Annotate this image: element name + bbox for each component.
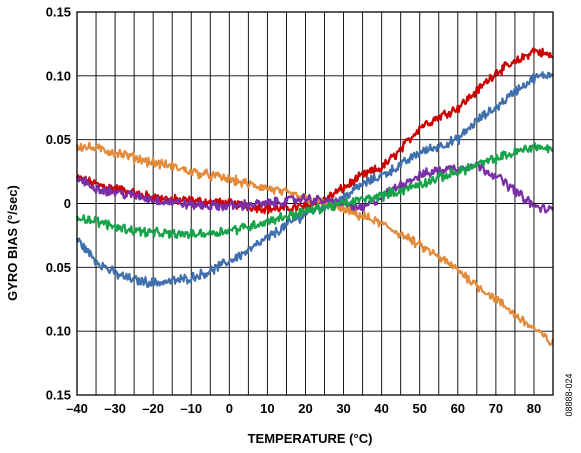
x-tick-label: 70 (489, 401, 503, 416)
y-tick-label: 0.05 (46, 260, 71, 275)
series-line-1 (76, 47, 554, 215)
series-line-3 (75, 141, 555, 347)
x-axis-title: TEMPERATURE (°C) (248, 431, 373, 446)
y-tick-label: 0.15 (46, 5, 71, 20)
y-tick-label: 0.10 (46, 68, 71, 83)
series-line-5 (75, 142, 554, 240)
x-tick-label: 50 (412, 401, 426, 416)
x-tick-label: –30 (104, 401, 126, 416)
figure-id-label: 08888-024 (564, 373, 574, 416)
y-tick-label: 0.15 (46, 388, 71, 403)
x-tick-label: –40 (66, 401, 88, 416)
x-tick-label: 80 (527, 401, 541, 416)
x-tick-label: –20 (142, 401, 164, 416)
x-tick-label: 60 (451, 401, 465, 416)
x-tick-label: 0 (226, 401, 233, 416)
y-tick-label: 0.10 (46, 324, 71, 339)
x-tick-label: 30 (336, 401, 350, 416)
x-tick-label: 10 (260, 401, 274, 416)
plot-frame (76, 11, 554, 396)
x-tick-labels: –40 –30 –20 –10 0 10 20 30 40 50 60 70 80 (66, 401, 541, 416)
y-tick-label: 0 (64, 196, 71, 211)
y-tick-label: 0.05 (46, 132, 71, 147)
x-tick-label: 20 (298, 401, 312, 416)
x-tick-label: –10 (180, 401, 202, 416)
y-axis-title: GYRO BIAS (°/sec) (5, 185, 20, 301)
series-layer (75, 47, 555, 347)
x-tick-label: 40 (374, 401, 388, 416)
y-tick-labels: 0.15 0.10 0.05 0 0.05 0.10 0.15 (46, 5, 71, 403)
series-line-2 (75, 71, 555, 288)
